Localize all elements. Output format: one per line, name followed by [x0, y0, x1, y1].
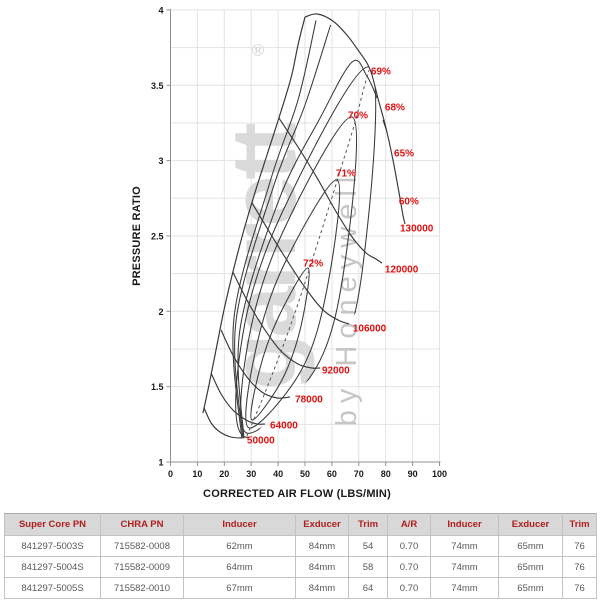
table-cell: 74mm: [430, 556, 499, 578]
peak-efficiency-dashed-line: [246, 70, 370, 437]
speed-label: 120000: [385, 265, 419, 276]
x-tick-label: 70: [354, 469, 364, 479]
speed-label: 78000: [295, 395, 323, 406]
table-cell: 76: [562, 577, 597, 599]
efficiency-island-70: [240, 116, 358, 434]
column-header: A/R: [387, 513, 431, 536]
column-header: CHRA PN: [100, 513, 184, 536]
speed-line-78000: [220, 329, 290, 399]
column-header: Exducer: [295, 513, 349, 536]
table-cell: 65mm: [498, 535, 563, 557]
table-cell: 62mm: [183, 535, 296, 557]
y-tick-label: 2.5: [151, 231, 164, 241]
axes-layer: 11.522.533.540 10 20 30 40 50 60 70 80 90 100: [151, 5, 447, 479]
speed-line-50000: [203, 407, 243, 439]
y-tick-label: 1: [158, 458, 163, 468]
x-tick-label: 60: [327, 469, 337, 479]
table-cell: 84mm: [295, 556, 349, 578]
specs-table: Super Core PN CHRA PN Inducer Exducer Trim A/…: [4, 513, 597, 599]
speed-line-92000: [232, 271, 321, 369]
speed-line-120000: [278, 117, 383, 264]
specs-table-body: 841297-5003S 715582-0008 62mm 84mm 54 0.70 74m…: [4, 535, 597, 599]
speed-line-130000: [304, 13, 406, 225]
efficiency-label: 72%: [303, 259, 323, 270]
y-tick-label: 4: [158, 5, 163, 15]
efficiency-island-68: [237, 59, 378, 439]
table-cell: 841297-5005S: [4, 577, 101, 599]
table-row: 841297-5003S 715582-0008 62mm 84mm 54 0.70 74m…: [4, 535, 597, 557]
speed-label: 50000: [247, 435, 275, 446]
table-cell: 841297-5004S: [4, 556, 101, 578]
speed-label: 130000: [400, 223, 434, 234]
curves-layer: [202, 13, 406, 439]
table-cell: 0.70: [387, 556, 431, 578]
compressor-map: garrett ® by Honeywell 69% 68% 70% 65% 71% 60% 1…: [131, 5, 447, 500]
table-cell: 64: [348, 577, 388, 599]
column-header: Trim: [348, 513, 388, 536]
table-header-row: Super Core PN CHRA PN Inducer Exducer Trim A/…: [4, 513, 597, 536]
x-tick-label: 90: [408, 469, 418, 479]
x-tick-label: 20: [219, 469, 229, 479]
table-row: 841297-5005S 715582-0010 67mm 84mm 64 0.70 74m…: [4, 577, 597, 599]
column-header: Super Core PN: [4, 513, 101, 536]
efficiency-label: 70%: [348, 110, 368, 121]
column-header: Inducer: [430, 513, 499, 536]
efficiency-island-60: [232, 20, 317, 439]
table-cell: 0.70: [387, 577, 431, 599]
registered-trademark-icon: ®: [252, 41, 265, 60]
speed-label: 92000: [322, 365, 350, 376]
column-header: Inducer: [183, 513, 296, 536]
table-cell: 74mm: [430, 535, 499, 557]
table-cell: 0.70: [387, 535, 431, 557]
compressor-map-svg: garrett®by Honeywell 69%68%70%65%71%60%1…: [131, 5, 447, 500]
y-axis-title: PRESSURE RATIO: [131, 186, 143, 286]
table-cell: 84mm: [295, 577, 349, 599]
table-cell: 715582-0010: [100, 577, 184, 599]
table-row: 841297-5004S 715582-0009 64mm 84mm 58 0.70 74m…: [4, 556, 597, 578]
y-tick-label: 3: [158, 156, 163, 166]
table-cell: 74mm: [430, 577, 499, 599]
surge-line: [202, 16, 306, 414]
efficiency-label: 69%: [371, 66, 391, 77]
table-cell: 65mm: [498, 577, 563, 599]
y-tick-label: 3.5: [151, 81, 164, 91]
efficiency-label: 65%: [394, 149, 414, 160]
speed-label: 106000: [353, 324, 387, 335]
x-tick-label: 10: [192, 469, 202, 479]
x-tick-label: 0: [168, 469, 173, 479]
speed-label: 64000: [270, 420, 298, 431]
table-cell: 76: [562, 535, 597, 557]
efficiency-label: 60%: [399, 196, 419, 207]
table-cell: 67mm: [183, 577, 296, 599]
y-tick-label: 1.5: [151, 382, 164, 392]
column-header: Exducer: [498, 513, 563, 536]
chart-labels-layer: 69% 68% 70% 65% 71% 60% 130000 72% 120000 106000 9…: [247, 66, 434, 446]
x-tick-label: 30: [246, 469, 256, 479]
table-cell: 84mm: [295, 535, 349, 557]
table-cell: 76: [562, 556, 597, 578]
table-cell: 58: [348, 556, 388, 578]
efficiency-island-72: [250, 267, 310, 421]
x-axis-title: CORRECTED AIR FLOW (LBS/MIN): [203, 488, 391, 500]
table-cell: 715582-0009: [100, 556, 184, 578]
x-tick-label: 100: [432, 469, 447, 479]
efficiency-island-65: [234, 24, 332, 439]
y-tick-label: 2: [158, 307, 163, 317]
speed-line-106000: [251, 202, 350, 325]
x-tick-label: 50: [300, 469, 310, 479]
x-tick-label: 80: [381, 469, 391, 479]
table-cell: 54: [348, 535, 388, 557]
efficiency-island-65: [382, 119, 393, 151]
efficiency-label: 68%: [385, 102, 405, 113]
x-tick-label: 40: [273, 469, 283, 479]
table-cell: 841297-5003S: [4, 535, 101, 557]
efficiency-label: 71%: [336, 168, 356, 179]
table-cell: 64mm: [183, 556, 296, 578]
table-cell: 715582-0008: [100, 535, 184, 557]
specs-table-header: Super Core PN CHRA PN Inducer Exducer Trim A/…: [4, 513, 597, 536]
table-cell: 65mm: [498, 556, 563, 578]
column-header: Trim: [562, 513, 597, 536]
